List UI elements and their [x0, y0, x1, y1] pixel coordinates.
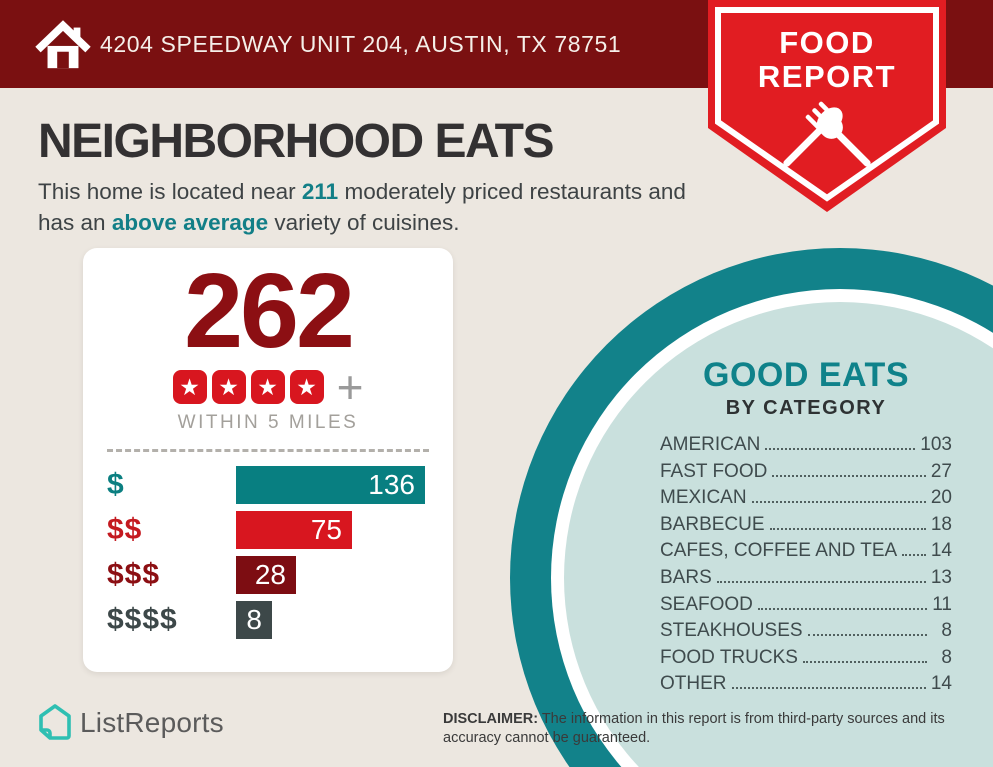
dotted-leader [769, 527, 926, 530]
category-value: 14 [930, 540, 952, 562]
category-label: BARS [660, 566, 712, 588]
disclaimer-text: The information in this report is from t… [443, 711, 945, 747]
price-tier-value: 8 [246, 604, 262, 635]
category-label: BARBECUE [660, 513, 765, 535]
good-eats-subtitle: BY CATEGORY [725, 397, 887, 419]
category-label: FOOD TRUCKS [660, 646, 798, 668]
price-tier-bar: 136 [236, 466, 425, 504]
property-address: 4204 SPEEDWAY UNIT 204, AUSTIN, TX 78751 [100, 30, 622, 57]
category-label: STEAKHOUSES [660, 620, 803, 642]
category-label: CAFES, COFFEE AND TEA [660, 540, 898, 562]
price-tier-value: 75 [310, 514, 342, 545]
price-tier-bar: 8 [236, 601, 272, 639]
category-value: 13 [930, 566, 952, 588]
dotted-leader [772, 474, 926, 477]
rating-stars: ★ ★ ★ ★ + [83, 361, 453, 413]
subtitle-mid: moderately priced restaurants and has an [38, 179, 686, 236]
price-tier-label: $$$ [107, 558, 161, 591]
category-row: STEAKHOUSES 8 [660, 620, 952, 647]
category-row: FOOD TRUCKS 8 [660, 647, 952, 674]
dashed-divider [107, 449, 429, 452]
variety-rating: above average [111, 210, 269, 236]
price-tier-row: $$$$ 8 [107, 601, 453, 639]
category-row: MEXICAN 20 [660, 487, 952, 514]
category-row: AMERICAN 103 [660, 434, 952, 461]
summary-sentence: This home is located near 211 moderately… [38, 176, 710, 238]
price-tier-label: $$$$ [107, 603, 178, 636]
good-eats-title: GOOD EATS [703, 356, 909, 394]
category-row: OTHER 14 [660, 673, 952, 700]
star-icon: ★ [250, 370, 285, 404]
category-value: 18 [930, 513, 952, 535]
category-list: AMERICAN 103 FAST FOOD 27 MEXICAN 20 BARBECUE 1… [660, 434, 952, 700]
dotted-leader [731, 687, 926, 690]
subtitle-post: variety of cuisines. [268, 210, 460, 236]
dotted-leader [807, 634, 927, 637]
spoon-fork-icon [783, 101, 871, 167]
price-tier-row: $$$ 28 [107, 556, 453, 594]
price-tier-value: 136 [368, 469, 415, 500]
brand-name: ListReports [80, 707, 224, 738]
category-value: 8 [941, 620, 952, 642]
category-row: BARS 13 [660, 567, 952, 594]
price-tier-chart: $136 $$ 75 $$$ 28 $$$$ 8 [83, 466, 453, 639]
price-tier-bar: 28 [236, 556, 296, 594]
dotted-leader [902, 554, 926, 557]
category-value: 14 [930, 673, 952, 695]
listreports-house-icon [39, 704, 71, 740]
category-row: FAST FOOD 27 [660, 461, 952, 488]
star-icon: ★ [289, 370, 324, 404]
restaurant-summary-card: 262 ★ ★ ★ ★ + WITHIN 5 MILES $136 $$ 75 $$$ 28 $$… [83, 248, 453, 672]
disclaimer-label: DISCLAIMER: [443, 711, 539, 727]
good-eats-panel: GOOD EATS BY CATEGORY AMERICAN 103 FAST FO… [660, 356, 952, 700]
dotted-leader [716, 580, 926, 583]
price-tier-row: $$ 75 [107, 511, 453, 549]
category-row: SEAFOOD 11 [660, 594, 952, 621]
dotted-leader [765, 448, 916, 450]
category-value: 103 [920, 434, 952, 455]
food-report-ribbon: FOOD REPORT [708, 0, 946, 212]
plus-icon: + [336, 361, 364, 413]
category-value: 20 [930, 487, 952, 509]
dotted-leader [802, 660, 927, 663]
category-value: 11 [932, 593, 952, 615]
star-icon: ★ [211, 370, 246, 404]
ribbon-line1: FOOD [779, 25, 875, 60]
category-label: OTHER [660, 673, 727, 695]
restaurant-count: 211 [301, 179, 339, 204]
price-tier-row: $136 [107, 466, 453, 504]
home-icon [35, 20, 91, 69]
price-tier-bar: 75 [236, 511, 352, 549]
category-value: 8 [941, 646, 952, 668]
category-row: BARBECUE 18 [660, 514, 952, 541]
category-label: SEAFOOD [660, 593, 753, 615]
disclaimer: DISCLAIMER: The information in this repo… [443, 710, 980, 748]
listreports-logo: ListReports [36, 702, 224, 744]
price-tier-label: $ [107, 468, 125, 501]
category-label: MEXICAN [660, 487, 747, 509]
price-tier-label: $$ [107, 513, 143, 546]
page-title: NEIGHBORHOOD EATS [38, 115, 554, 168]
category-label: AMERICAN [660, 434, 761, 455]
price-tier-value: 28 [254, 559, 286, 590]
category-row: CAFES, COFFEE AND TEA 14 [660, 540, 952, 567]
radius-label: WITHIN 5 MILES [177, 412, 359, 433]
dotted-leader [757, 607, 927, 610]
total-restaurants: 262 [184, 252, 355, 370]
subtitle-pre: This home is located near [38, 179, 302, 204]
dotted-leader [751, 501, 926, 504]
ribbon-line2: REPORT [758, 59, 896, 94]
category-value: 27 [930, 460, 952, 482]
star-icon: ★ [172, 370, 207, 404]
category-label: FAST FOOD [660, 460, 768, 482]
